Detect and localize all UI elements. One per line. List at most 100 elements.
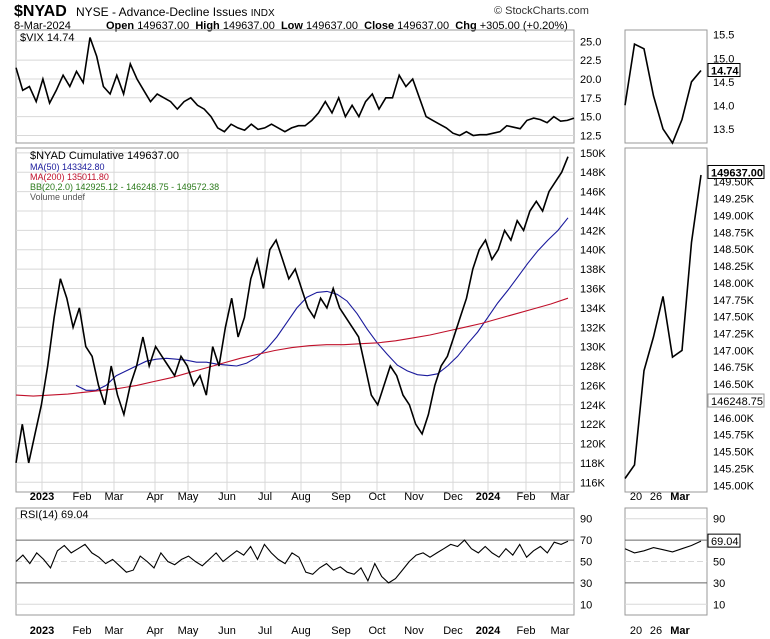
nyad-zoom-tick-label: 147.25K	[713, 328, 755, 340]
x-tick-label: Apr	[146, 491, 163, 503]
nyad-zoom-tick-label: 145.00K	[713, 480, 755, 492]
legend-entry: MA(200) 135011.80	[30, 172, 109, 182]
nyad-zoom-tick-label: 147.00K	[713, 345, 755, 357]
rsi-zoom-x-tick-label: Mar	[670, 625, 690, 637]
panel-frame-1	[15, 147, 575, 493]
rsi-x-tick-label: Dec	[443, 625, 463, 637]
vix-tick-label: 12.5	[580, 130, 601, 142]
nyad-zoom-line	[624, 174, 702, 479]
x-tick-label: Mar	[551, 491, 570, 503]
rsi-x-tick-label: Feb	[517, 625, 536, 637]
x-tick-label: Dec	[443, 491, 463, 503]
vix-tick-label: 22.5	[580, 55, 601, 67]
rsi-x-tick-label: Feb	[73, 625, 92, 637]
rsi-x-tick-label: Nov	[404, 625, 424, 637]
nyad-tick-label: 134K	[580, 303, 606, 315]
zoom-x-tick-label: Mar	[670, 491, 690, 503]
zoom-x-tick-label: 20	[630, 491, 642, 503]
rsi-tick-label: 70	[580, 535, 592, 547]
vix-zoom-line	[624, 42, 702, 145]
rsi-zoom-tick-label: 90	[713, 514, 725, 526]
nyad-tick-label: 130K	[580, 342, 606, 354]
vix-zoom-tick-label: 13.5	[713, 124, 734, 136]
symbol: $NYAD	[14, 3, 67, 20]
brand-logo: © StockCharts.com	[494, 5, 589, 17]
rsi-x-tick-label: Mar	[105, 625, 124, 637]
nyad-title: $NYAD Cumulative 149637.00	[30, 150, 179, 162]
x-tick-label: Jul	[258, 491, 272, 503]
nyad-tick-label: 132K	[580, 322, 606, 334]
vix-title: $VIX 14.74	[20, 32, 74, 44]
rsi-zoom-tick-label: 10	[713, 599, 725, 611]
nyad-zoom-tick-label: 146.50K	[713, 379, 755, 391]
vix-line	[15, 37, 575, 137]
rsi-zoom-tick-label: 50	[713, 557, 725, 569]
legend-entry: MA(50) 143342.80	[30, 162, 105, 172]
nyad-zoom-tick-label: 148.00K	[713, 278, 755, 290]
vix-zoom-tick-label: 14.5	[713, 77, 734, 89]
x-tick-label: Sep	[331, 491, 351, 503]
rsi-x-tick-label: Aug	[291, 625, 311, 637]
nyad-zoom-tick-label: 145.50K	[713, 447, 755, 459]
x-tick-label: Jun	[218, 491, 236, 503]
nyad-zoom-tick-label: 146.00K	[713, 413, 755, 425]
nyad-zoom-tick-label: 148.75K	[713, 227, 755, 239]
rsi-x-tick-label: Mar	[551, 625, 570, 637]
bb-mid-value-box	[707, 393, 765, 408]
rsi-tick-label: 10	[580, 599, 592, 611]
vix-tick-label: 25.0	[580, 36, 601, 48]
zoom-x-tick-label: 26	[650, 491, 662, 503]
rsi-x-tick-label: Apr	[146, 625, 163, 637]
nyad-tick-label: 146K	[580, 187, 606, 199]
x-tick-label: Mar	[105, 491, 124, 503]
nyad-zoom-tick-label: 146.75K	[713, 362, 755, 374]
x-tick-label: Aug	[291, 491, 311, 503]
vix-tick-label: 17.5	[580, 93, 601, 105]
x-tick-label: 2024	[476, 491, 501, 503]
nyad-zoom-tick-label: 145.25K	[713, 463, 755, 475]
nyad-tick-label: 136K	[580, 284, 606, 296]
rsi-x-tick-label: 2023	[30, 625, 54, 637]
rsi-x-tick-label: Jul	[258, 625, 272, 637]
rsi-x-tick-label: Oct	[368, 625, 385, 637]
rsi-zoom-tick-label: 30	[713, 578, 725, 590]
ma200-line	[15, 297, 569, 397]
vix-last-value: 14.74	[711, 65, 739, 77]
vix-tick-label: 15.0	[580, 112, 601, 124]
nyad-tick-label: 124K	[580, 400, 606, 412]
nyad-tick-label: 116K	[580, 477, 606, 489]
nyad-tick-label: 144K	[580, 206, 606, 218]
zoom-panel-frame-1	[624, 147, 708, 493]
nyad-zoom-tick-label: 149.00K	[713, 210, 755, 222]
nyad-tick-label: 140K	[580, 245, 606, 257]
nyad-zoom-tick-label: 149.25K	[713, 194, 755, 206]
rsi-tick-label: 90	[580, 514, 592, 526]
rsi-x-tick-label: Jun	[218, 625, 236, 637]
vix-zoom-tick-label: 15.5	[713, 30, 734, 42]
rsi-x-tick-label: May	[178, 625, 199, 637]
nyad-last-value-box	[707, 164, 765, 179]
rsi-x-tick-label: Sep	[331, 625, 351, 637]
legend-entry: Volume undef	[30, 192, 86, 202]
zoom-panel-frame-0	[624, 29, 708, 144]
x-tick-label: May	[178, 491, 199, 503]
nyad-tick-label: 120K	[580, 439, 606, 451]
nyad-zoom-tick-label: 145.75K	[713, 430, 755, 442]
rsi-last-value: 69.04	[711, 536, 739, 548]
x-tick-label: Feb	[73, 491, 92, 503]
nyad-zoom-tick-label: 148.50K	[713, 244, 755, 256]
rsi-zoom-line	[624, 540, 702, 554]
rsi-last-value-box	[707, 533, 741, 548]
rsi-tick-label: 30	[580, 578, 592, 590]
bb-mid-value: 146248.75	[711, 396, 763, 408]
chart-header: $NYAD NYSE - Advance-Decline Issues INDX…	[14, 3, 770, 32]
ohlc-readout: Open 149637.00 High 149637.00 Low 149637…	[106, 20, 568, 32]
rsi-x-tick-label: 2024	[476, 625, 501, 637]
nyad-zoom-tick-label: 148.25K	[713, 261, 755, 273]
vix-zoom-tick-label: 15.0	[713, 53, 734, 65]
nyad-zoom-tick-label: 147.50K	[713, 312, 755, 324]
legend-entry: BB(20,2.0) 142925.12 - 146248.75 - 14957…	[30, 182, 219, 192]
chart-date: 8-Mar-2024	[14, 20, 71, 32]
nyad-zoom-tick-label: 149.50K	[713, 177, 755, 189]
